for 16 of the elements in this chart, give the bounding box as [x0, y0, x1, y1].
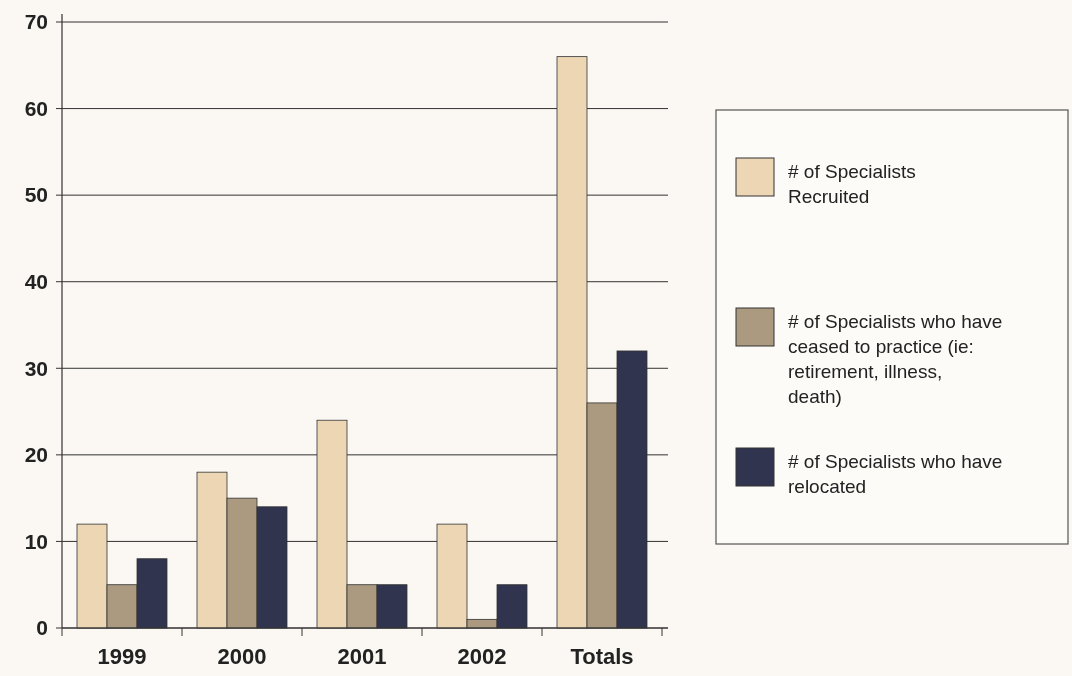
x-tick-label: 1999 [97, 644, 147, 669]
y-tick-label: 0 [36, 616, 48, 640]
y-tick-label: 20 [24, 443, 48, 467]
y-tick-label: 40 [24, 270, 48, 294]
legend-label: # of Specialists Recruited [788, 161, 916, 207]
y-tick-label: 70 [24, 10, 48, 34]
x-tick-label: 2002 [457, 644, 507, 669]
legend-label: # of Specialists who have ceased to practice (ie: retirement, illness, death) [788, 311, 1003, 407]
x-tick-label: 2000 [217, 644, 267, 669]
y-tick-label: 10 [24, 529, 48, 553]
y-tick-label: 50 [24, 183, 48, 207]
y-tick-label: 60 [24, 96, 48, 120]
y-tick-label: 30 [24, 356, 48, 380]
x-tick-label: Totals [570, 644, 634, 669]
legend-label: # of Specialists who have relocated [788, 451, 1003, 497]
x-tick-label: 2001 [337, 644, 387, 669]
